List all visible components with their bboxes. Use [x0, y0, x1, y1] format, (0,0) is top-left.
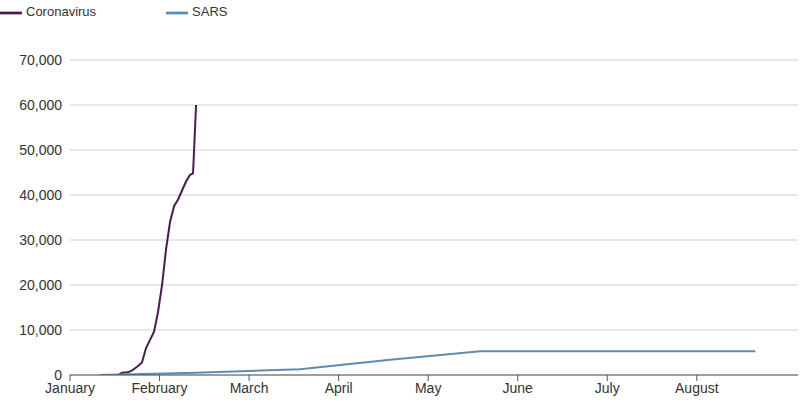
svg-text:40,000: 40,000 — [19, 187, 62, 203]
svg-text:June: June — [503, 380, 534, 396]
svg-text:January: January — [45, 380, 95, 396]
svg-text:50,000: 50,000 — [19, 142, 62, 158]
svg-text:July: July — [595, 380, 620, 396]
svg-text:February: February — [132, 380, 188, 396]
svg-text:0: 0 — [54, 367, 62, 383]
svg-text:May: May — [415, 380, 441, 396]
html-text:SARS: SARS — [192, 4, 228, 20]
svg-text:20,000: 20,000 — [19, 277, 62, 293]
html-text:Coronavirus: Coronavirus — [26, 4, 97, 20]
svg-text:April: April — [325, 380, 353, 396]
svg-text:March: March — [230, 380, 269, 396]
svg-text:70,000: 70,000 — [19, 52, 62, 68]
svg-text:60,000: 60,000 — [19, 97, 62, 113]
svg-text:10,000: 10,000 — [19, 322, 62, 338]
svg-text:30,000: 30,000 — [19, 232, 62, 248]
svg-text:August: August — [675, 380, 719, 396]
